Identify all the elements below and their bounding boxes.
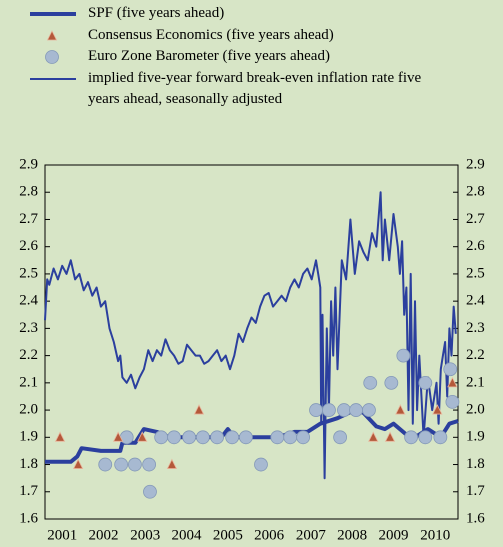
triangle-marker bbox=[193, 404, 205, 415]
circle-marker bbox=[309, 403, 323, 417]
circle-marker bbox=[195, 430, 210, 445]
legend-swatch bbox=[46, 30, 58, 41]
x-tick-label: 2005 bbox=[213, 527, 243, 543]
x-tick-label: 2004 bbox=[172, 527, 203, 543]
circle-marker bbox=[418, 430, 433, 445]
x-tick-label: 2006 bbox=[254, 527, 285, 543]
y2-tick-label: 2.0 bbox=[466, 402, 485, 418]
circle-marker bbox=[363, 375, 378, 390]
circle-marker bbox=[333, 430, 348, 445]
y2-tick-label: 1.6 bbox=[466, 510, 485, 526]
circle-marker bbox=[396, 348, 411, 363]
circle-marker bbox=[210, 430, 224, 445]
circle-marker bbox=[128, 457, 142, 472]
y-tick-label: 2.2 bbox=[19, 347, 38, 363]
y2-tick-label: 2.4 bbox=[466, 293, 485, 309]
y2-tick-label: 1.9 bbox=[466, 429, 485, 445]
triangle-marker bbox=[384, 431, 396, 442]
y-tick-label: 1.6 bbox=[19, 510, 38, 526]
circle-marker bbox=[254, 457, 268, 472]
y-tick-label: 2.9 bbox=[19, 156, 38, 172]
y2-tick-label: 2.6 bbox=[466, 238, 485, 254]
line-series bbox=[44, 191, 457, 480]
triangle-marker bbox=[166, 458, 178, 469]
y2-tick-label: 2.9 bbox=[466, 156, 485, 172]
y2-tick-label: 1.8 bbox=[466, 456, 485, 472]
circle-marker bbox=[270, 430, 285, 445]
y2-tick-label: 2.3 bbox=[466, 320, 485, 336]
x-tick-label: 2001 bbox=[47, 527, 77, 543]
triangle-marker bbox=[447, 376, 458, 388]
circle-marker bbox=[167, 430, 181, 445]
y-tick-label: 2.3 bbox=[19, 320, 38, 336]
y-tick-label: 2.5 bbox=[19, 265, 38, 281]
y2-tick-label: 2.8 bbox=[466, 184, 485, 200]
y-tick-label: 1.8 bbox=[19, 456, 38, 472]
triangle-marker bbox=[54, 431, 66, 442]
circle-marker bbox=[296, 430, 311, 445]
x-tick-label: 2008 bbox=[337, 527, 367, 543]
circle-marker bbox=[182, 430, 197, 445]
circle-marker bbox=[433, 430, 448, 445]
circle-marker bbox=[114, 457, 129, 472]
circle-marker bbox=[239, 430, 253, 445]
y2-tick-label: 2.5 bbox=[466, 265, 485, 281]
y-tick-label: 2.4 bbox=[19, 293, 38, 309]
y-tick-label: 2.7 bbox=[19, 211, 38, 227]
triangle-marker bbox=[72, 458, 84, 469]
circle-marker bbox=[384, 375, 399, 390]
y-tick-label: 2.1 bbox=[19, 374, 38, 390]
legend-swatch bbox=[45, 50, 59, 64]
triangle-marker bbox=[368, 431, 379, 442]
y-tick-label: 1.7 bbox=[19, 483, 38, 499]
circle-marker bbox=[322, 403, 336, 417]
x-tick-label: 2009 bbox=[378, 527, 408, 543]
plot-frame bbox=[44, 164, 459, 520]
circle-marker bbox=[418, 375, 433, 390]
x-tick-label: 2003 bbox=[130, 527, 160, 543]
x-tick-label: 2007 bbox=[296, 527, 327, 543]
circle-marker bbox=[143, 484, 157, 499]
circle-marker bbox=[154, 430, 169, 445]
y2-tick-label: 1.7 bbox=[466, 483, 485, 499]
legend-label: SPF (five years ahead) bbox=[88, 5, 225, 21]
legend-label: Euro Zone Barometer (five years ahead) bbox=[88, 48, 330, 64]
triangle-marker bbox=[395, 404, 406, 415]
circle-marker bbox=[337, 403, 351, 417]
triangle-marker bbox=[137, 431, 148, 442]
y2-tick-label: 2.7 bbox=[466, 211, 485, 227]
legend-label: Consensus Economics (five years ahead) bbox=[88, 27, 334, 43]
triangle-marker bbox=[432, 404, 443, 415]
circle-marker bbox=[142, 457, 157, 472]
y-tick-label: 2.0 bbox=[19, 402, 38, 418]
circle-marker bbox=[349, 403, 363, 417]
y2-tick-label: 2.2 bbox=[466, 347, 485, 363]
circle-marker bbox=[225, 430, 240, 445]
x-tick-label: 2010 bbox=[420, 527, 450, 543]
circle-marker bbox=[443, 362, 458, 377]
circle-marker bbox=[404, 430, 419, 445]
circle-marker bbox=[283, 430, 298, 445]
triangle-marker bbox=[112, 431, 124, 442]
legend-label: implied five-year forward break-even inf… bbox=[88, 70, 422, 107]
circle-marker bbox=[98, 457, 113, 472]
y-tick-label: 1.9 bbox=[19, 429, 38, 445]
y-tick-label: 2.6 bbox=[19, 238, 38, 254]
circle-marker bbox=[445, 395, 460, 409]
circle-marker bbox=[119, 430, 134, 445]
y2-tick-label: 2.1 bbox=[466, 374, 485, 390]
x-tick-label: 2002 bbox=[89, 527, 119, 543]
circle-marker bbox=[362, 403, 376, 417]
y-tick-label: 2.8 bbox=[19, 184, 38, 200]
